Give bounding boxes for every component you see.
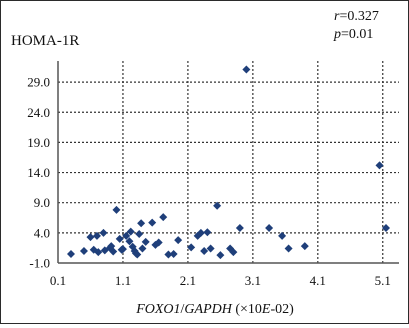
data-point — [112, 205, 121, 214]
x-tick-labels: 0.1 1.1 2.1 3.1 4.1 5.1 — [50, 273, 391, 288]
data-point — [213, 201, 222, 210]
data-point — [99, 228, 108, 237]
data-point — [265, 224, 274, 233]
axes — [57, 61, 399, 264]
data-point — [216, 251, 225, 260]
data-point — [66, 249, 75, 258]
data-point — [79, 246, 88, 255]
data-point — [196, 228, 205, 237]
gridlines — [58, 61, 399, 263]
data-point — [126, 227, 135, 236]
data-point — [118, 245, 127, 254]
data-point — [109, 247, 118, 256]
x-tick-label: 1.1 — [115, 273, 131, 288]
data-point — [278, 231, 287, 240]
data-point — [92, 231, 101, 240]
x-tick-label: 5.1 — [375, 273, 391, 288]
y-tick-labels: -1.0 4.0 9.0 14.0 19.0 24.0 29.0 — [27, 75, 50, 271]
data-point — [284, 244, 293, 253]
data-point — [164, 250, 173, 259]
x-tick-label: 3.1 — [245, 273, 261, 288]
data-point — [169, 249, 178, 258]
data-point — [125, 237, 134, 246]
y-tick-label: -1.0 — [29, 256, 50, 271]
scatter-chart: HOMA-1R r=0.327 p=0.01 -1.0 4.0 9.0 14.0 19.… — [11, 9, 399, 317]
x-label-gene1: FOXO1 — [135, 302, 180, 317]
x-tick-label: 0.1 — [50, 273, 66, 288]
p-symbol: p — [333, 27, 341, 42]
x-label-unit-prefix: (×10 — [232, 302, 262, 317]
x-axis-label: FOXO1/GAPDH (×10E-02) — [135, 302, 294, 317]
data-point — [94, 248, 103, 257]
data-point — [159, 213, 168, 222]
data-point — [86, 233, 95, 242]
x-label-slash: / — [181, 302, 185, 317]
data-point — [141, 237, 150, 246]
y-tick-label: 19.0 — [27, 135, 50, 150]
y-tick-label: 14.0 — [27, 165, 50, 180]
x-label-unit-suffix: -02) — [270, 302, 294, 317]
r-annotation: r=0.327 — [334, 9, 379, 24]
data-point — [206, 244, 215, 253]
data-point — [138, 244, 147, 253]
data-point — [382, 224, 391, 233]
data-point — [122, 231, 131, 240]
p-value: =0.01 — [341, 27, 373, 42]
x-label-unit-e: E — [261, 302, 271, 317]
data-point — [375, 161, 384, 170]
data-point — [300, 242, 309, 251]
data-point — [200, 246, 209, 255]
data-point — [148, 218, 157, 227]
data-points — [66, 65, 391, 260]
y-tick-label: 24.0 — [27, 105, 50, 120]
x-tick-label: 2.1 — [180, 273, 196, 288]
x-label-gene2: GAPDH — [184, 302, 232, 317]
y-tick-label: 9.0 — [34, 195, 50, 210]
data-point — [154, 238, 163, 247]
data-point — [229, 248, 238, 257]
data-point — [137, 219, 146, 228]
chart-title: HOMA-1R — [11, 33, 79, 49]
data-point — [115, 234, 124, 243]
data-point — [187, 243, 196, 252]
data-point — [135, 230, 144, 239]
data-point — [133, 250, 142, 259]
p-annotation: p=0.01 — [333, 27, 373, 42]
r-symbol: r — [334, 9, 340, 24]
r-value: =0.327 — [339, 9, 378, 24]
data-point — [242, 65, 251, 74]
data-point — [174, 236, 183, 245]
x-tick-label: 4.1 — [310, 273, 326, 288]
y-tick-label: 29.0 — [27, 75, 50, 90]
data-point — [235, 224, 244, 233]
data-point — [203, 228, 212, 237]
y-tick-label: 4.0 — [34, 225, 50, 240]
